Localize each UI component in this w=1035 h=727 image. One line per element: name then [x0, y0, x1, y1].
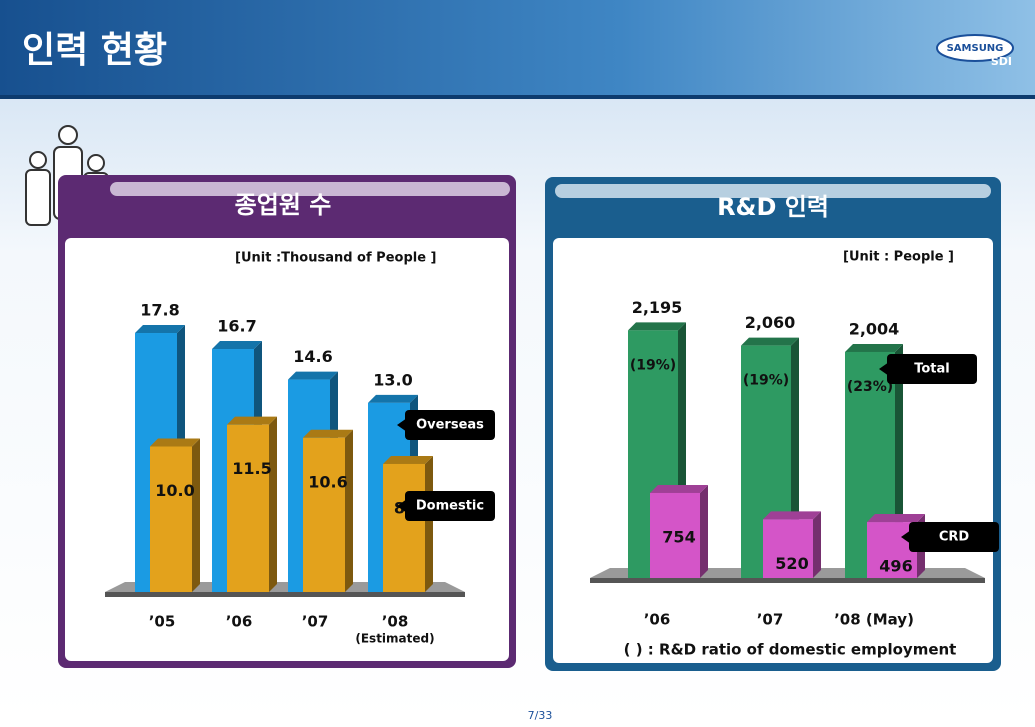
- panel-body: [65, 238, 509, 661]
- unit-label: [Unit : People ]: [843, 250, 954, 265]
- footnote: ( ) : R&D ratio of domestic employment: [624, 641, 957, 659]
- bar: [150, 447, 192, 593]
- platform-edge: [105, 592, 465, 597]
- logo-text: SAMSUNG: [947, 43, 1004, 54]
- value-label: 13.0: [373, 370, 412, 389]
- value-label: 754: [662, 527, 695, 546]
- value-label: 10.6: [308, 472, 347, 491]
- x-tick-label: ’08: [382, 613, 409, 631]
- legend-label: Overseas: [416, 418, 484, 433]
- value-label: 2,195: [632, 298, 683, 317]
- bar-top: [741, 338, 799, 346]
- bar-top: [135, 325, 185, 333]
- bar-side: [813, 511, 821, 578]
- value-label: 2,060: [745, 313, 796, 332]
- bar-top: [628, 322, 686, 330]
- bar-side: [269, 417, 277, 592]
- bar-top: [288, 372, 338, 380]
- bar-top: [212, 341, 262, 349]
- legend-label: Total: [914, 362, 950, 377]
- value-label: 520: [775, 554, 808, 573]
- bar-top: [227, 417, 277, 425]
- bar-top: [303, 430, 353, 438]
- chart-title: 종업원 수: [235, 191, 332, 219]
- bar-top: [763, 511, 821, 519]
- legend-label: Domestic: [416, 499, 484, 514]
- bar-top: [383, 456, 433, 464]
- bar: [383, 464, 425, 592]
- logo-sub: SDI: [991, 55, 1012, 68]
- bar-top: [368, 395, 418, 403]
- bar-top: [650, 485, 708, 493]
- bar-side: [345, 430, 353, 592]
- x-note: (Estimated): [355, 632, 434, 646]
- value-label: 14.6: [293, 347, 332, 366]
- x-tick-label: ’07: [302, 613, 329, 631]
- x-tick-label: ’08 (May): [834, 611, 914, 629]
- bar-top: [150, 439, 200, 447]
- platform-edge: [590, 578, 985, 583]
- unit-label: [Unit :Thousand of People ]: [235, 251, 437, 266]
- bar-top: [867, 514, 925, 522]
- value-label: 17.8: [140, 301, 179, 320]
- value-label: 11.5: [232, 459, 271, 478]
- header-rule: [0, 95, 1035, 99]
- ratio-label: (19%): [743, 373, 789, 389]
- x-tick-label: ’07: [757, 611, 784, 629]
- bar-side: [700, 485, 708, 578]
- ratio-label: (19%): [630, 357, 676, 373]
- x-tick-label: ’06: [226, 613, 253, 631]
- bar: [227, 425, 269, 592]
- value-label: 10.0: [155, 481, 194, 500]
- bar-side: [192, 439, 200, 593]
- slide: 인력 현황 SAMSUNG SDI 종업원 수 [Unit :Thousand …: [0, 0, 1035, 723]
- x-tick-label: ’05: [149, 613, 176, 631]
- page-number: 7/33: [528, 709, 553, 722]
- value-label: 2,004: [849, 319, 900, 338]
- bar-top: [845, 344, 903, 352]
- chart-title: R&D 인력: [717, 193, 829, 221]
- bar: [303, 438, 345, 592]
- ratio-label: (23%): [847, 379, 893, 395]
- x-tick-label: ’06: [644, 611, 671, 629]
- bar-side: [425, 456, 433, 592]
- page-title: 인력 현황: [22, 30, 167, 71]
- value-label: 16.7: [217, 317, 256, 336]
- value-label: 496: [879, 557, 912, 576]
- legend-label: CRD: [939, 530, 970, 545]
